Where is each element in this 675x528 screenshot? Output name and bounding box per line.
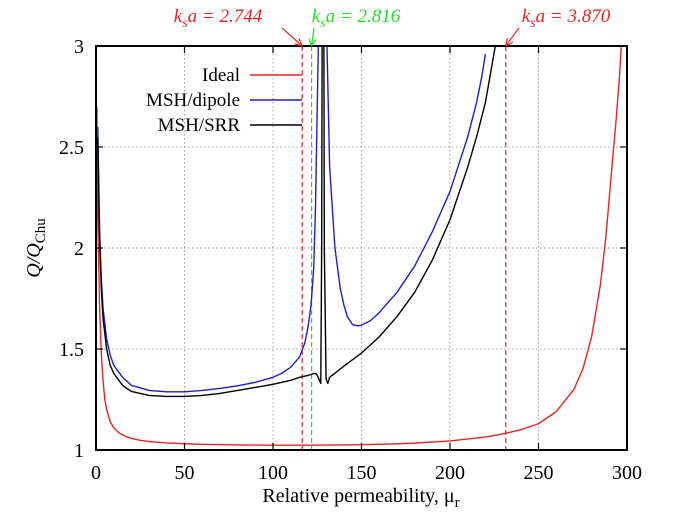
annotation-label-value: a = 2.744 — [188, 6, 263, 27]
legend: Ideal MSH/dipole MSH/SRR — [146, 65, 302, 136]
annotation-label-k: k — [174, 6, 183, 27]
series-line-ideal — [96, 46, 622, 446]
annotation-arrowhead — [294, 38, 303, 47]
y-tick-label: 1 — [74, 440, 84, 462]
y-tick-label: 1.5 — [59, 339, 84, 361]
annotation-arrow — [281, 27, 303, 47]
legend-label: Ideal — [202, 65, 240, 86]
x-tick-label: 50 — [175, 462, 195, 484]
y-axis-title-sub: Chu — [33, 218, 49, 244]
x-axis-title-main: Relative permeability, μ — [262, 485, 454, 507]
grid-lines — [96, 46, 627, 450]
legend-label: MSH/SRR — [158, 115, 241, 136]
annotation-label: ksa = 2.816 — [312, 6, 401, 31]
x-tick-label: 250 — [524, 462, 554, 484]
annotation-arrowhead — [308, 38, 317, 47]
x-tick-label: 150 — [347, 462, 377, 484]
series-lines — [96, 46, 622, 446]
x-tick-label: 100 — [258, 462, 288, 484]
x-tick-label: 0 — [91, 462, 101, 484]
x-axis-title-sub: r — [455, 495, 460, 511]
annotation-label-value: a = 3.870 — [536, 6, 611, 27]
annotation-label-value: a = 2.816 — [326, 6, 401, 27]
legend-label: MSH/dipole — [146, 90, 240, 111]
y-axis-title: Q/QChu — [23, 218, 49, 278]
annotation-label-sub: s — [530, 16, 536, 31]
x-tick-label: 300 — [612, 462, 642, 484]
annotation-label: ksa = 2.744 — [174, 6, 263, 31]
annotation-label-sub: s — [320, 16, 326, 31]
y-tick-label: 2 — [74, 238, 84, 260]
series-line-msh-dipole — [97, 46, 487, 393]
annotation-arrow — [505, 27, 520, 47]
annotations: ksa = 2.744 ksa = 2.816 ksa = 3.870 — [174, 6, 611, 47]
annotation-marker-lines — [301, 46, 507, 450]
y-axis-title-main: Q/Q — [23, 243, 45, 278]
axis-ticks — [95, 45, 628, 451]
annotation-label-k: k — [522, 6, 531, 27]
y-tick-label: 3 — [74, 36, 84, 58]
x-axis-title: Relative permeability, μr — [262, 485, 459, 511]
y-tick-label: 2.5 — [59, 137, 84, 159]
annotation-arrowhead — [505, 38, 514, 47]
annotation-label-sub: s — [182, 16, 188, 31]
tick-labels: 0 50 100 150 200 250 300 1 1.5 2 2.5 3 — [59, 36, 642, 484]
annotation-arrow — [310, 27, 315, 47]
x-tick-label: 200 — [435, 462, 465, 484]
annotation-label-k: k — [312, 6, 321, 27]
series-line-msh-srr — [97, 46, 497, 398]
annotation-label: ksa = 3.870 — [522, 6, 611, 31]
